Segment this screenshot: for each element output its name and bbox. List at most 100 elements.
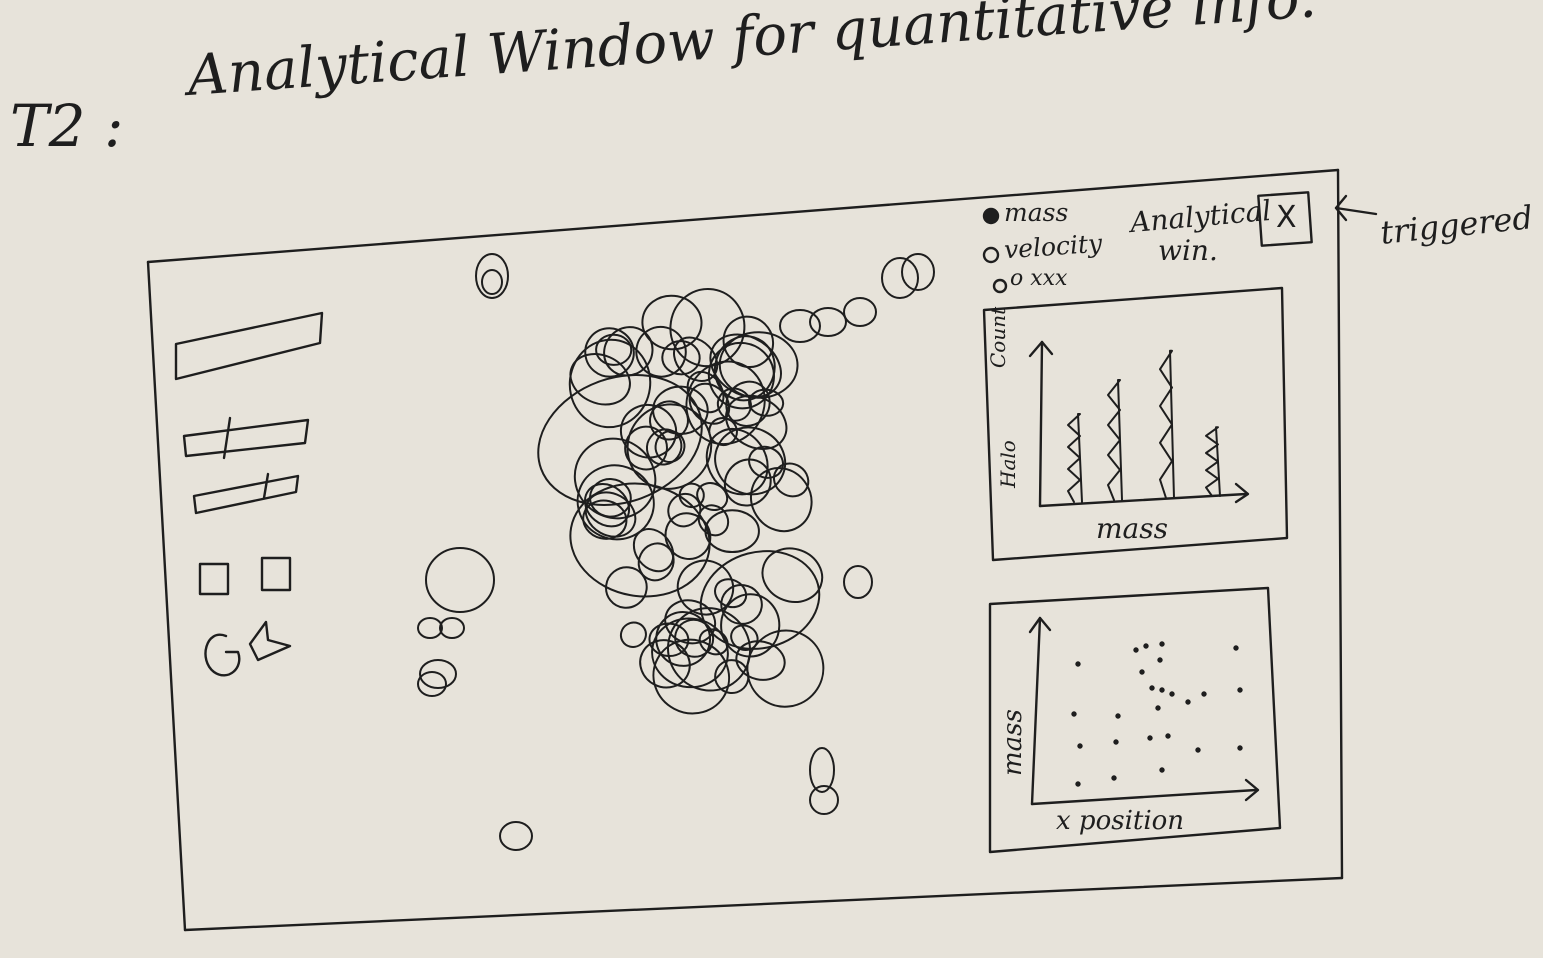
halo-circle — [746, 629, 825, 708]
halo-circle — [635, 325, 687, 378]
halo-circle — [626, 403, 713, 490]
legend-extra-label: o xxx — [1010, 266, 1068, 291]
scatter-point — [1115, 713, 1121, 719]
legend-mass-marker — [982, 207, 1000, 225]
legend-velocity-marker — [982, 246, 1000, 264]
scatter-point — [1185, 699, 1191, 705]
halo-circle — [419, 659, 457, 689]
halo-circle — [425, 547, 495, 613]
halo-circle — [809, 785, 839, 815]
scatter-point — [1149, 685, 1155, 691]
halo-circle — [685, 360, 766, 446]
halo-circle — [881, 257, 919, 299]
task-label: T2 : — [10, 92, 124, 160]
legend-mass-label: mass — [1004, 198, 1069, 227]
histogram-bar — [1067, 413, 1083, 503]
scatter-point — [1159, 641, 1165, 647]
halo-circle — [714, 659, 750, 694]
halo-circle — [669, 288, 746, 368]
halo-circle — [475, 253, 509, 299]
close-button-label[interactable]: X — [1276, 200, 1297, 235]
histogram-y-axis — [1038, 340, 1044, 508]
scatter-point — [1155, 705, 1161, 711]
histogram-bar — [1205, 426, 1221, 497]
main-window-frame — [146, 168, 1344, 932]
scatter-x-axis — [1030, 788, 1258, 806]
halo-circle — [708, 416, 738, 447]
halo-circle — [652, 385, 709, 435]
halo-circle — [417, 671, 447, 697]
slider-1[interactable] — [174, 311, 324, 381]
halo-circle — [573, 437, 657, 520]
halo-circle — [439, 617, 465, 639]
halo-circle — [569, 482, 711, 598]
triggered-arrow-icon — [1334, 194, 1378, 222]
checkbox-left[interactable] — [198, 562, 230, 596]
scatter-point — [1113, 739, 1119, 745]
scatter-y-label: mass — [998, 709, 1028, 776]
close-button-frame[interactable] — [1257, 191, 1313, 247]
halo-circle — [661, 340, 701, 376]
halo-circle — [417, 617, 443, 639]
legend-extra-marker — [992, 278, 1008, 294]
analytical-window-title-line2: win. — [1158, 234, 1218, 267]
halo-circle — [584, 327, 635, 378]
halo-circle — [645, 428, 683, 466]
histogram-y-label-count: Count — [986, 306, 1010, 368]
histogram-bar — [1159, 349, 1175, 499]
halo-circle — [584, 491, 637, 538]
scatter-y-axis — [1030, 616, 1042, 806]
halo-circle — [637, 542, 675, 582]
histogram-y-label-halo: Halo — [996, 440, 1020, 488]
halo-circle — [843, 565, 873, 599]
halo-circle — [595, 333, 633, 366]
halo-circle — [584, 483, 631, 528]
halo-circle — [772, 462, 810, 498]
halo-circle — [649, 400, 689, 441]
histogram-x-label: mass — [1096, 512, 1168, 545]
scatter-point — [1159, 687, 1165, 693]
share-icon[interactable] — [248, 620, 292, 662]
halo-circle — [779, 309, 821, 343]
halo-circle — [843, 297, 877, 327]
scatter-point — [1165, 733, 1171, 739]
halo-circle — [809, 747, 835, 793]
halo-circle — [582, 499, 628, 540]
scatter-point — [1169, 691, 1175, 697]
halo-circle — [619, 403, 678, 459]
slider-2[interactable] — [182, 416, 310, 460]
halo-circle — [537, 374, 703, 506]
scatter-point — [1071, 711, 1077, 717]
scatter-point — [1233, 645, 1239, 651]
halo-circle — [723, 458, 772, 507]
halo-cluster-visualization[interactable] — [417, 253, 935, 851]
halo-circle — [603, 326, 654, 377]
halo-circle — [499, 821, 533, 851]
halo-circle — [699, 550, 821, 650]
halo-circle — [481, 269, 503, 295]
scatter-point — [1111, 775, 1117, 781]
scatter-x-label: x position — [1056, 806, 1185, 836]
halo-circle — [714, 578, 748, 609]
refresh-icon[interactable] — [204, 633, 241, 677]
halo-circle — [667, 492, 702, 528]
sidebar-controls — [174, 311, 324, 677]
halo-circle — [686, 370, 725, 414]
halo-circle — [720, 593, 781, 658]
histogram-bar — [1107, 379, 1123, 501]
scatter-point — [1159, 767, 1165, 773]
halo-circle — [568, 338, 652, 429]
halo-circle — [720, 584, 763, 625]
halo-circle — [569, 353, 631, 406]
slider-3[interactable] — [192, 472, 300, 515]
scatter-point — [1077, 743, 1083, 749]
halo-circle — [676, 559, 735, 616]
halo-circle — [761, 547, 824, 603]
halo-circle — [709, 333, 782, 399]
scatter-point — [1133, 647, 1139, 653]
halo-circle — [652, 638, 731, 715]
checkbox-right[interactable] — [260, 556, 292, 592]
scatter-point — [1075, 661, 1081, 667]
halo-circle — [749, 467, 813, 533]
scatter-point — [1237, 687, 1243, 693]
